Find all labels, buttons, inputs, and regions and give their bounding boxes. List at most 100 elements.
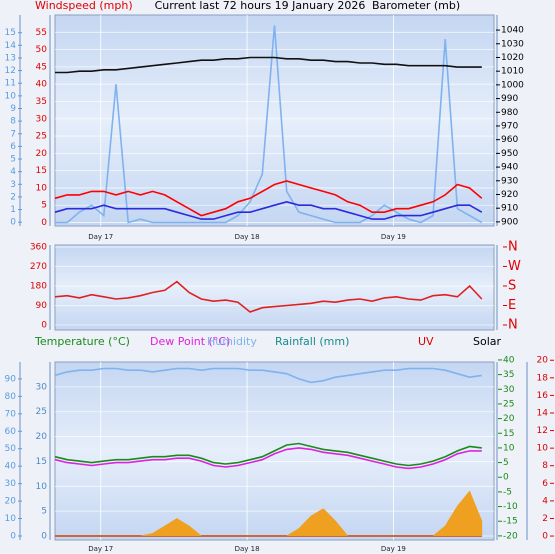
y-tick-label: 55 xyxy=(36,28,47,38)
series-line xyxy=(55,56,482,74)
y-tick-label: 5 xyxy=(41,507,47,517)
x-tick-label: Day 19 xyxy=(381,233,406,241)
plot-area xyxy=(54,361,495,541)
y2-tick-label: 20 xyxy=(503,414,515,424)
y-tick-label: 50 xyxy=(36,45,48,55)
y-tick-label: 5 xyxy=(41,201,47,211)
y3-tick-label: 2 xyxy=(10,192,16,202)
y4-tick-label: 20 xyxy=(537,356,549,366)
series-line xyxy=(54,442,482,467)
y3-tick-label: 20 xyxy=(5,497,17,507)
y3-tick-label: 8 xyxy=(10,117,16,127)
y3-tick-label: 30 xyxy=(5,479,17,489)
y-tick-label: 25 xyxy=(36,407,47,417)
y-tick-label: 0 xyxy=(41,321,47,331)
plot-area xyxy=(54,244,495,331)
y2-tick-label: 950 xyxy=(501,149,518,159)
y4-tick-label: 6 xyxy=(542,479,548,489)
y3-tick-label: 1 xyxy=(10,205,16,215)
y2-tick-label: 35 xyxy=(503,370,514,380)
y3-tick-label: 5 xyxy=(10,155,16,165)
plot-area xyxy=(54,14,495,227)
x-tick-label: Day 17 xyxy=(88,545,113,553)
y2-tick-label: 1030 xyxy=(501,39,524,49)
y-axis-label: Windspeed (mph) xyxy=(35,0,133,12)
y3-tick-label: 9 xyxy=(10,104,16,114)
y2-tick-label: 910 xyxy=(501,204,518,214)
y-tick-label: 15 xyxy=(36,166,47,176)
y2-tick-label: 40 xyxy=(503,355,515,365)
series-line xyxy=(54,200,483,220)
y4-tick-label: 10 xyxy=(537,444,549,454)
y-tick-label: 15 xyxy=(36,457,47,467)
y2-tick-label: -5 xyxy=(503,487,512,497)
chart-title: Current last 72 hours 19 January 2026 xyxy=(155,0,366,12)
legend-entry: Solar xyxy=(473,335,502,348)
series-line xyxy=(54,447,482,470)
y4-tick-label: 18 xyxy=(537,373,549,383)
y2-tick-label: 970 xyxy=(501,121,518,131)
series-line xyxy=(54,490,483,537)
y4-tick-label: 14 xyxy=(537,408,549,418)
y3-tick-label: 14 xyxy=(5,41,17,51)
y-tick-label: 360 xyxy=(30,242,47,252)
y2-tick-label: 990 xyxy=(501,94,518,104)
series-line xyxy=(54,367,482,384)
y2-tick-label: 940 xyxy=(501,163,518,173)
y-tick-label: 10 xyxy=(36,183,48,193)
y-tick-label: 20 xyxy=(36,149,48,159)
y2-tick-label: 1020 xyxy=(501,53,524,63)
y2-tick-label: 920 xyxy=(501,190,518,200)
y3-tick-label: 4 xyxy=(10,167,16,177)
y3-tick-label: 0 xyxy=(10,531,16,541)
y4-tick-label: 0 xyxy=(542,532,548,542)
y4-tick-label: 4 xyxy=(542,496,548,506)
y-tick-label: 180 xyxy=(30,281,47,291)
x-tick-label: Day 18 xyxy=(235,545,260,553)
legend-entry: Temperature (°C) xyxy=(34,335,130,348)
y-tick-label: 90 xyxy=(36,301,48,311)
y2-tick-label: N xyxy=(508,239,518,254)
y4-tick-label: 2 xyxy=(542,514,548,524)
y2-tick-label: 1000 xyxy=(501,80,524,90)
y3-tick-label: 60 xyxy=(5,427,17,437)
y4-tick-label: 8 xyxy=(542,461,548,471)
y2-tick-label: N xyxy=(508,318,518,333)
y3-tick-label: 40 xyxy=(5,462,17,472)
series-line xyxy=(54,280,483,313)
y2-tick-label: 5 xyxy=(503,458,509,468)
y2-tick-label: 15 xyxy=(503,429,514,439)
y-tick-label: 40 xyxy=(36,80,48,90)
y4-tick-label: 12 xyxy=(537,426,548,436)
y3-tick-label: 10 xyxy=(5,514,17,524)
y3-tick-label: 6 xyxy=(10,142,16,152)
y2-tick-label: -15 xyxy=(503,517,518,527)
y-tick-label: 25 xyxy=(36,132,47,142)
y-tick-label: 270 xyxy=(30,262,47,272)
y2-tick-label: S xyxy=(508,278,516,293)
y-tick-label: 10 xyxy=(36,482,48,492)
y3-tick-label: 90 xyxy=(5,374,17,384)
x-tick-label: Day 19 xyxy=(381,545,406,553)
y-tick-label: 30 xyxy=(36,382,48,392)
y2-tick-label: 10 xyxy=(503,443,515,453)
y3-tick-label: 12 xyxy=(5,66,16,76)
y2-tick-label: 1010 xyxy=(501,67,524,77)
y2-tick-label: -20 xyxy=(503,531,518,541)
y2-tick-label: 930 xyxy=(501,176,518,186)
series-line xyxy=(55,25,483,224)
y3-tick-label: 3 xyxy=(10,180,16,190)
legend-entry: Dew Point (°C) xyxy=(150,335,230,348)
x-tick-label: Day 18 xyxy=(235,233,260,241)
y-tick-label: 0 xyxy=(41,532,47,542)
y-tick-label: 45 xyxy=(36,62,47,72)
y2-tick-label: 0 xyxy=(503,473,509,483)
y2-tick-label: 900 xyxy=(501,217,518,227)
y2-tick-label: -10 xyxy=(503,502,518,512)
series-line xyxy=(54,180,483,217)
legend-entry: UV xyxy=(418,335,434,348)
y-tick-label: 35 xyxy=(36,97,47,107)
y-tick-label: 20 xyxy=(36,432,48,442)
y4-tick-label: 16 xyxy=(537,391,549,401)
